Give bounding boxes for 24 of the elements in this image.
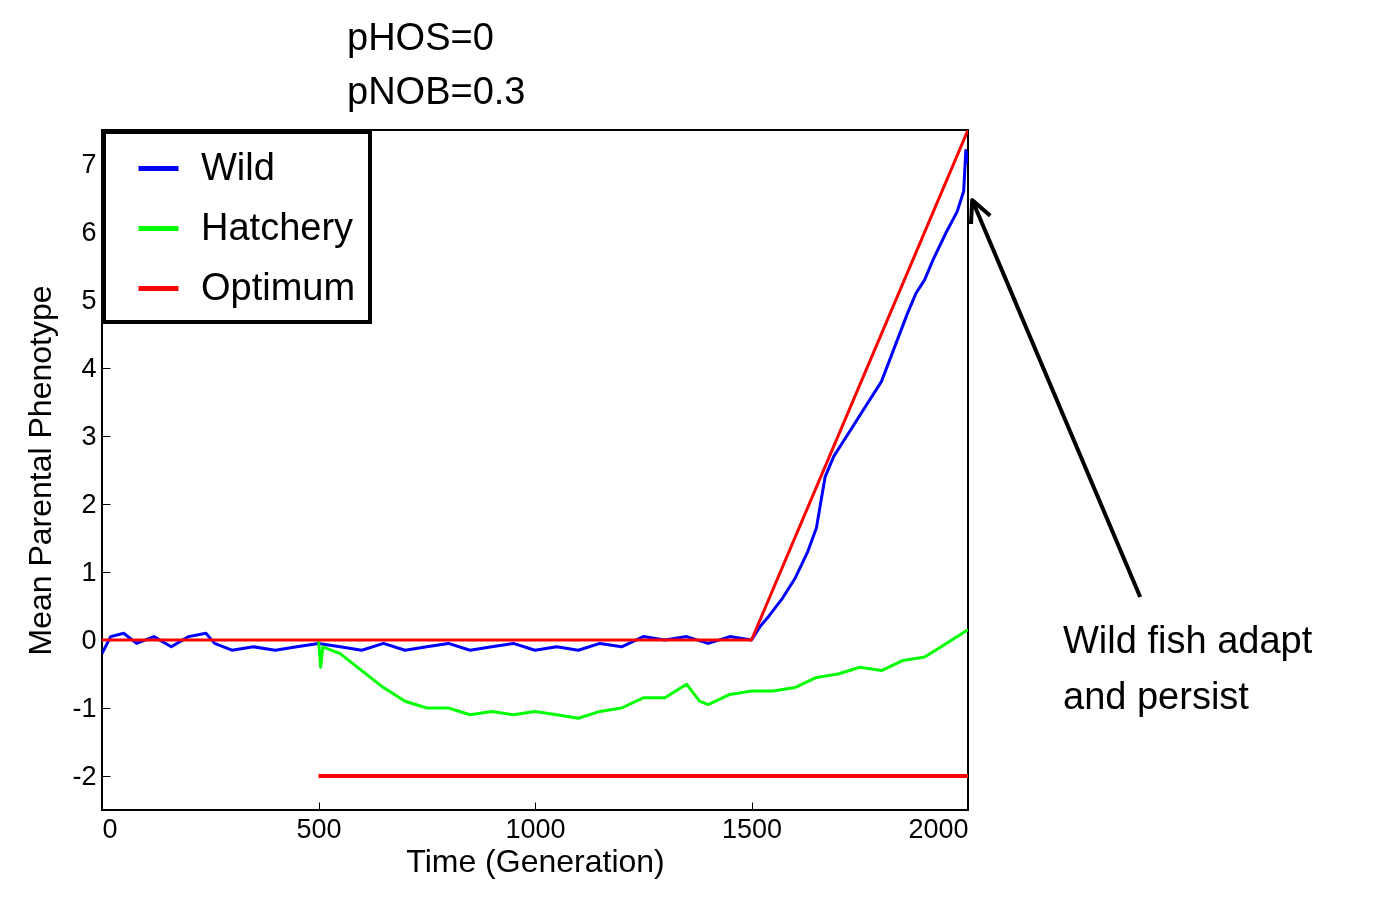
- y-tick-label: 7: [81, 148, 97, 179]
- y-tick-label: 3: [81, 420, 97, 451]
- y-tick-label: -2: [72, 760, 97, 791]
- x-tick-label: 1500: [721, 813, 783, 844]
- y-tick-label: 5: [81, 284, 97, 315]
- x-tick-label: 500: [296, 813, 342, 844]
- text: Wild fish adapt and persist: [1063, 618, 1314, 719]
- y-tick-label: 2: [81, 488, 97, 519]
- y-tick-label: 1: [81, 556, 97, 587]
- x-axis-title: Time (Generation): [406, 842, 665, 879]
- y-tick-label: 4: [81, 352, 97, 383]
- x-tick-label: 2000: [908, 813, 969, 844]
- chart-subtitle: pNOB=0.3: [346, 70, 526, 112]
- legend-label: Optimum: [201, 265, 356, 308]
- y-tick-label: 6: [81, 216, 97, 247]
- legend-label: Hatchery: [201, 205, 354, 248]
- y-tick-label: 0: [81, 624, 97, 655]
- y-axis-title: Mean Parental Phenotype: [22, 285, 59, 656]
- chart-title: pHOS=0: [346, 16, 494, 58]
- line-series: [317, 628, 968, 720]
- x-tick-label: 1000: [505, 813, 566, 844]
- x-tick-label: 0: [102, 813, 118, 844]
- y-tick-label: -1: [72, 692, 97, 723]
- legend-label: Wild: [201, 145, 275, 188]
